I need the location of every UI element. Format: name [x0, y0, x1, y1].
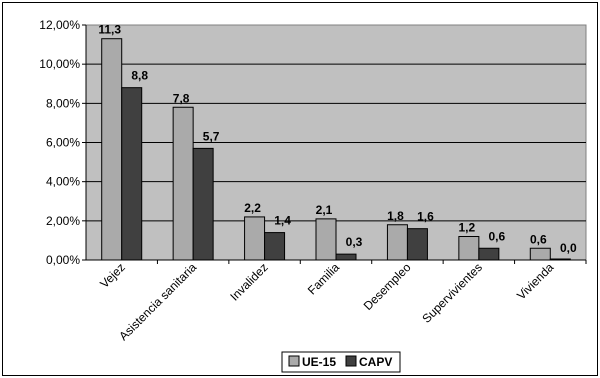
- legend-label-ue15: UE-15: [302, 355, 336, 369]
- bar-ue15-5: [458, 236, 480, 261]
- bar-capv-4: [406, 228, 428, 261]
- x-category-label: Vivienda: [514, 260, 557, 303]
- data-labels: 11,3 8,8 7,8 5,7 2,2 1,4 2,1 0,3 1,8 1,6 1,2 0,6 0,6…: [98, 23, 577, 255]
- legend-swatch-ue15: [288, 355, 300, 367]
- y-tick-label: 10,00%: [39, 57, 80, 71]
- x-category-label: Invalidez: [227, 260, 270, 303]
- data-label: 2,1: [316, 203, 333, 217]
- bar-ue15-3: [315, 218, 337, 261]
- y-tick-label: 4,00%: [46, 175, 80, 189]
- data-label: 7,8: [173, 91, 190, 105]
- data-label: 1,4: [274, 214, 291, 228]
- data-label: 5,7: [203, 129, 220, 143]
- data-label: 2,2: [244, 201, 261, 215]
- bar-capv-0: [121, 87, 143, 261]
- grid-lines: [86, 63, 586, 222]
- data-label: 1,2: [459, 221, 476, 235]
- x-category-label: Supervivientes: [419, 260, 485, 326]
- data-label: 0,3: [346, 235, 363, 249]
- data-label: 0,0: [560, 241, 577, 255]
- x-category-label: Familia: [305, 260, 342, 297]
- y-tick-label: 6,00%: [46, 136, 80, 150]
- y-tick-label: 2,00%: [46, 214, 80, 228]
- bar-capv-3: [335, 253, 357, 261]
- bar-ue15-6: [529, 247, 551, 261]
- x-category-label: Desempleo: [361, 260, 414, 313]
- bar-ue15-1: [172, 106, 194, 261]
- y-tick-label: 0,00%: [46, 253, 80, 267]
- legend-swatch-capv: [345, 355, 357, 367]
- legend: UE-15 CAPV: [281, 351, 401, 373]
- data-label: 1,6: [417, 210, 434, 224]
- data-label: 0,6: [489, 229, 506, 243]
- x-category-label: Asistencia sanitaria: [116, 260, 199, 343]
- legend-box: [281, 351, 401, 373]
- bar-ue15-4: [386, 224, 408, 261]
- data-label: 0,6: [530, 232, 547, 246]
- legend-label-capv: CAPV: [359, 355, 392, 369]
- data-label: 8,8: [131, 69, 148, 83]
- y-tick-label: 12,00%: [39, 18, 80, 32]
- y-tick-label: 8,00%: [46, 96, 80, 110]
- data-label: 1,8: [387, 209, 404, 223]
- bar-capv-6: [549, 258, 571, 261]
- data-label: 11,3: [98, 23, 121, 37]
- bar-capv-5: [478, 247, 500, 261]
- bar-ue15-2: [244, 216, 266, 261]
- bar-capv-2: [264, 232, 286, 261]
- x-category-label: Vejez: [97, 260, 128, 291]
- bar-capv-1: [192, 147, 214, 261]
- bars: [101, 38, 571, 261]
- y-axis-ticks: 0,00% 2,00% 4,00% 6,00% 8,00% 10,00% 12,00%: [39, 18, 586, 267]
- bar-ue15-0: [101, 38, 123, 261]
